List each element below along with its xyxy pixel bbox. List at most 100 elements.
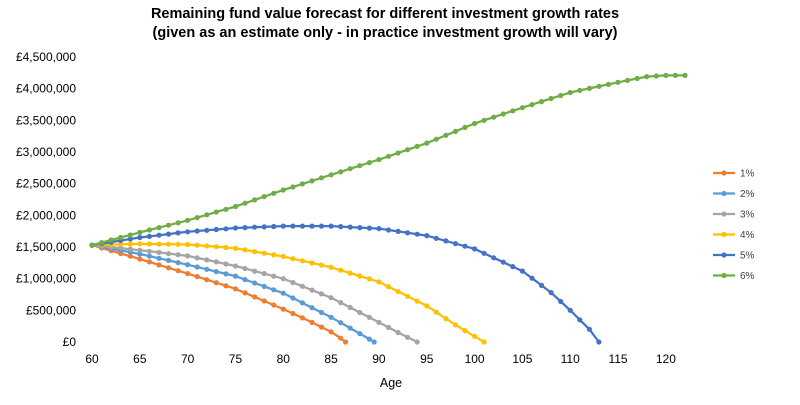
data-point-5% <box>366 225 372 231</box>
data-point-4% <box>146 241 152 247</box>
data-point-4% <box>366 276 372 282</box>
data-point-5% <box>165 231 172 237</box>
x-tick-label: 95 <box>420 352 434 366</box>
legend-label-4%: 4% <box>740 230 755 241</box>
data-point-5% <box>529 275 535 281</box>
data-point-3% <box>280 276 286 282</box>
x-tick-label: 65 <box>133 352 147 366</box>
legend-marker-2% <box>721 190 727 197</box>
data-point-3% <box>366 314 372 320</box>
data-point-2% <box>242 277 248 283</box>
data-point-3% <box>185 253 191 259</box>
data-point-5% <box>213 226 219 233</box>
data-point-6% <box>682 72 688 78</box>
data-point-1% <box>127 253 133 259</box>
data-point-3% <box>118 245 124 251</box>
data-point-5% <box>185 229 191 235</box>
plot-area <box>89 72 688 345</box>
data-point-4% <box>204 243 210 249</box>
data-point-4% <box>175 241 181 247</box>
data-point-1% <box>204 277 210 283</box>
x-tick-label: 75 <box>229 352 243 366</box>
data-point-3% <box>146 248 152 254</box>
data-point-3% <box>338 300 344 306</box>
y-axis: £0 £500,000 £1,000,000 £1,500,000 £2,000,000… <box>16 50 76 349</box>
x-tick-label: 70 <box>181 352 195 366</box>
data-point-2% <box>204 266 210 272</box>
data-point-3% <box>156 249 162 255</box>
data-point-5% <box>156 232 162 238</box>
data-point-4% <box>472 333 478 339</box>
data-point-6% <box>309 178 315 184</box>
data-point-4% <box>261 250 267 256</box>
data-point-4% <box>280 253 286 260</box>
data-point-1% <box>223 283 229 289</box>
data-point-5% <box>290 223 296 229</box>
chart-subtitle: (given as an estimate only - in practice… <box>153 25 618 41</box>
data-point-2% <box>194 264 200 270</box>
data-point-3% <box>137 247 143 253</box>
data-point-2% <box>338 320 344 326</box>
data-point-2% <box>357 331 363 337</box>
data-point-2% <box>271 287 277 293</box>
data-point-3% <box>395 329 401 336</box>
data-point-4% <box>452 322 459 328</box>
legend-label-6%: 6% <box>740 271 755 282</box>
data-point-5% <box>510 264 516 270</box>
data-point-5% <box>395 228 401 234</box>
data-point-1% <box>318 324 325 330</box>
data-point-6% <box>414 143 420 149</box>
data-point-6% <box>156 225 162 231</box>
data-point-6% <box>271 190 277 196</box>
data-point-6% <box>280 187 286 193</box>
data-point-6% <box>165 222 172 228</box>
data-point-6% <box>405 147 411 153</box>
y-tick-label: £1,500,000 <box>16 240 76 254</box>
data-point-2% <box>175 260 181 266</box>
data-point-5% <box>577 317 583 323</box>
chart-title: Remaining fund value forecast for differ… <box>151 6 619 22</box>
data-point-2% <box>290 295 296 301</box>
data-point-5% <box>548 290 554 296</box>
data-point-4% <box>232 245 239 251</box>
legend-marker-1% <box>721 170 727 176</box>
data-point-6% <box>366 160 372 166</box>
data-point-5% <box>127 236 133 242</box>
legend-marker-5% <box>721 252 727 258</box>
data-point-3% <box>194 255 200 261</box>
data-point-1% <box>213 280 219 286</box>
data-point-6% <box>529 102 535 108</box>
data-point-2% <box>232 273 239 279</box>
data-point-6% <box>634 75 640 82</box>
data-point-1% <box>342 339 349 345</box>
data-point-6% <box>204 212 210 218</box>
data-point-2% <box>371 339 377 345</box>
data-point-5% <box>586 326 593 332</box>
data-point-4% <box>213 244 219 250</box>
data-point-6% <box>175 220 181 226</box>
data-point-5% <box>462 243 468 249</box>
data-point-6% <box>328 172 334 178</box>
data-point-5% <box>280 223 286 229</box>
data-point-2% <box>137 251 143 257</box>
data-point-6% <box>462 124 468 130</box>
data-point-6% <box>299 181 305 187</box>
data-point-6% <box>538 99 545 105</box>
data-point-5% <box>328 223 334 229</box>
data-point-5% <box>538 282 545 288</box>
data-point-4% <box>242 247 248 253</box>
data-point-3% <box>175 252 181 258</box>
data-point-2% <box>299 300 305 306</box>
data-point-3% <box>165 251 172 257</box>
data-point-6% <box>472 120 478 127</box>
legend-label-2%: 2% <box>740 189 755 200</box>
series-line-6% <box>91 74 685 247</box>
data-point-3% <box>290 279 296 286</box>
data-point-6% <box>424 140 430 146</box>
y-tick-label: £2,000,000 <box>16 208 76 222</box>
data-point-2% <box>223 271 229 277</box>
data-point-6% <box>491 114 497 120</box>
data-point-2% <box>328 314 334 320</box>
